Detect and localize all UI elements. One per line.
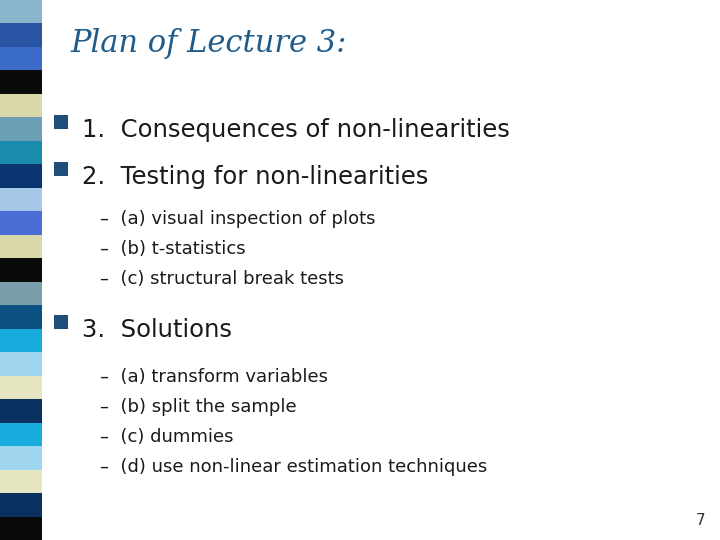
Text: –  (b) split the sample: – (b) split the sample [100,398,297,416]
Bar [0,282,42,305]
Text: 3.  Solutions: 3. Solutions [82,318,232,342]
Bar [0,329,42,352]
Bar [0,352,42,376]
Text: –  (a) transform variables: – (a) transform variables [100,368,328,386]
Bar [0,376,42,399]
Bar [0,70,42,94]
Text: –  (d) use non-linear estimation techniques: – (d) use non-linear estimation techniqu… [100,458,487,476]
Bar [0,94,42,117]
Bar [0,47,42,70]
Text: –  (c) dummies: – (c) dummies [100,428,233,446]
Bar [0,399,42,423]
Bar [0,211,42,235]
Text: 7: 7 [696,513,705,528]
Bar [0,141,42,164]
Bar [0,470,42,493]
Bar [0,423,42,446]
Bar [0,235,42,258]
Text: Plan of Lecture 3:: Plan of Lecture 3: [70,28,346,59]
Bar [0,517,42,540]
Bar [54,162,68,176]
Bar [0,258,42,282]
Bar [0,305,42,329]
Bar [0,446,42,470]
Text: –  (c) structural break tests: – (c) structural break tests [100,270,344,288]
Bar [54,315,68,329]
Bar [0,493,42,517]
Bar [0,117,42,141]
Bar [54,115,68,129]
Bar [0,0,42,23]
Text: –  (b) t-statistics: – (b) t-statistics [100,240,246,258]
Bar [0,188,42,211]
Text: 2.  Testing for non-linearities: 2. Testing for non-linearities [82,165,428,189]
Bar [0,23,42,47]
Bar [0,164,42,188]
Text: 1.  Consequences of non-linearities: 1. Consequences of non-linearities [82,118,510,142]
Text: –  (a) visual inspection of plots: – (a) visual inspection of plots [100,210,376,228]
